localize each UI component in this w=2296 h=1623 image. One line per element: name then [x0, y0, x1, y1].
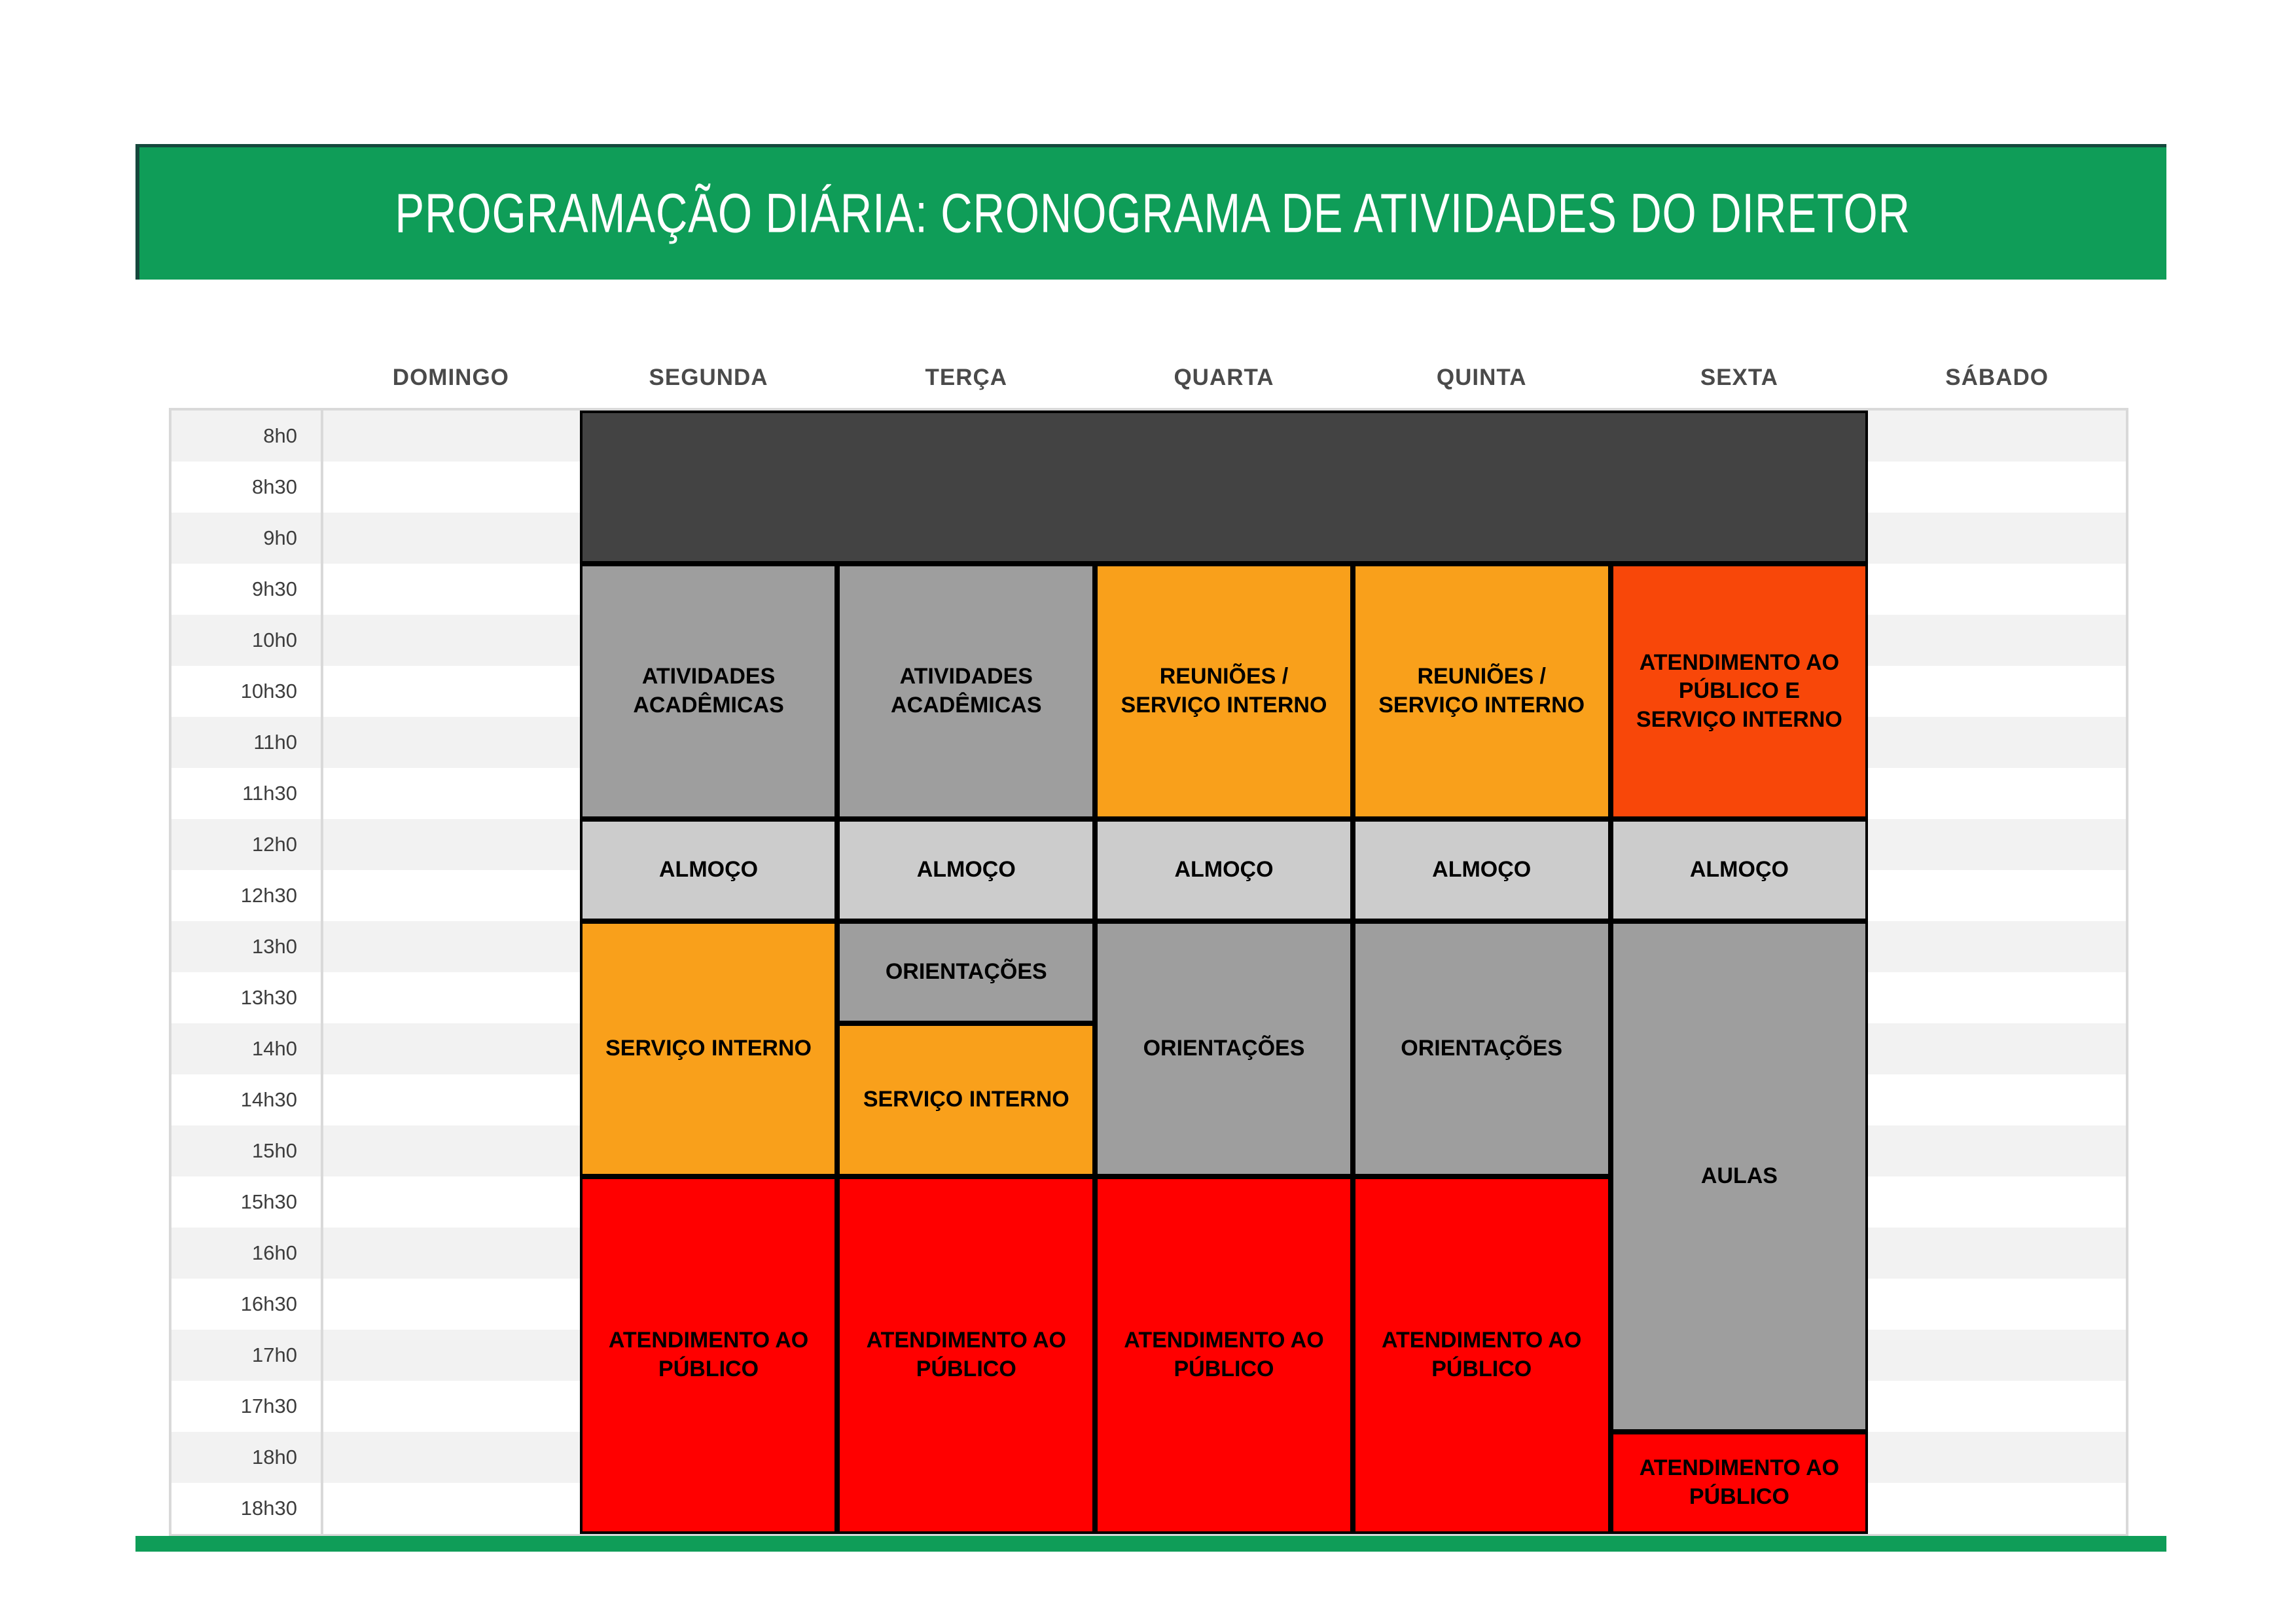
block-aulas-sexta: AULAS [1610, 921, 1869, 1432]
block-label: ALMOÇO [1174, 857, 1274, 883]
time-label-11h30: 11h30 [242, 782, 297, 805]
block-reunioes-servico-interno-quarta: REUNIÕES / SERVIÇO INTERNO [1095, 564, 1353, 819]
time-label-11h0: 11h0 [253, 731, 297, 754]
block-label: ATIVIDADES ACADÊMICAS [633, 664, 784, 718]
block-almoco-quinta: ALMOÇO [1352, 819, 1611, 921]
block-label: ALMOÇO [1432, 857, 1532, 883]
block-atendimento-ao-publico-terça: ATENDIMENTO AO PÚBLICO [837, 1176, 1096, 1534]
time-label-18h30: 18h30 [240, 1497, 297, 1520]
time-label-17h0: 17h0 [252, 1343, 297, 1366]
block-label: ATENDIMENTO AO PÚBLICO [866, 1328, 1066, 1381]
block-label: ATENDIMENTO AO PÚBLICO [1382, 1328, 1582, 1381]
time-label-14h0: 14h0 [252, 1037, 297, 1060]
time-label-15h30: 15h30 [240, 1190, 297, 1213]
block-label: REUNIÕES / SERVIÇO INTERNO [1378, 664, 1585, 718]
time-label-12h30: 12h30 [240, 884, 297, 907]
block-atendimento-ao-publico-e-servico-interno-sexta: ATENDIMENTO AO PÚBLICO E SERVIÇO INTERNO [1610, 564, 1869, 819]
day-header-quarta: QUARTA [1174, 365, 1274, 390]
time-label-9h30: 9h30 [252, 577, 297, 600]
day-header-quinta: QUINTA [1436, 365, 1527, 390]
block-label: ORIENTAÇÕES [885, 959, 1047, 985]
bottom-accent-bar [135, 1536, 2166, 1552]
block-atendimento-ao-publico-sexta: ATENDIMENTO AO PÚBLICO [1610, 1432, 1869, 1534]
block-label: ALMOÇO [916, 857, 1016, 883]
block-label: SERVIÇO INTERNO [605, 1036, 812, 1061]
schedule-grid: 8h0 8h30 9h0 9h30 10h0 10h30 11h0 11h30 12h0 12h3… [169, 408, 2128, 1537]
day-header-sábado: SÁBADO [1945, 365, 2049, 390]
block-almoco-segunda: ALMOÇO [579, 819, 838, 921]
block-atividades-academicas-terça: ATIVIDADES ACADÊMICAS [837, 564, 1096, 819]
time-label-16h30: 16h30 [240, 1292, 297, 1315]
day-header-domingo: DOMINGO [392, 365, 509, 390]
time-label-8h30: 8h30 [252, 475, 297, 498]
time-label-13h30: 13h30 [240, 986, 297, 1009]
page-title: PROGRAMAÇÃO DIÁRIA: CRONOGRAMA DE ATIVID… [139, 182, 2166, 246]
block-label: SERVIÇO INTERNO [863, 1087, 1069, 1112]
block-servico-interno-terça: SERVIÇO INTERNO [837, 1023, 1096, 1176]
title-bar: PROGRAMAÇÃO DIÁRIA: CRONOGRAMA DE ATIVID… [135, 144, 2166, 280]
block-label: ATENDIMENTO AO PÚBLICO [608, 1328, 809, 1381]
time-label-9h0: 9h0 [263, 526, 297, 549]
block-label: ALMOÇO [659, 857, 759, 883]
time-label-15h0: 15h0 [252, 1139, 297, 1162]
block-blocked-segunda [579, 410, 1869, 564]
time-label-10h30: 10h30 [240, 680, 297, 702]
block-servico-interno-segunda: SERVIÇO INTERNO [579, 921, 838, 1176]
day-header-terça: TERÇA [925, 365, 1008, 390]
block-atendimento-ao-publico-quarta: ATENDIMENTO AO PÚBLICO [1095, 1176, 1353, 1534]
block-orientacoes-quinta: ORIENTAÇÕES [1352, 921, 1611, 1176]
block-almoco-terça: ALMOÇO [837, 819, 1096, 921]
time-label-16h0: 16h0 [252, 1241, 297, 1264]
block-almoco-sexta: ALMOÇO [1610, 819, 1869, 921]
block-label: ORIENTAÇÕES [1143, 1036, 1305, 1061]
time-label-17h30: 17h30 [240, 1395, 297, 1417]
time-label-12h0: 12h0 [252, 833, 297, 856]
block-label: ATENDIMENTO AO PÚBLICO E SERVIÇO INTERNO [1636, 649, 1842, 732]
page-title-text: PROGRAMAÇÃO DIÁRIA: CRONOGRAMA DE ATIVID… [395, 182, 1911, 244]
block-atividades-academicas-segunda: ATIVIDADES ACADÊMICAS [579, 564, 838, 819]
time-column-divider [321, 410, 323, 1534]
time-label-10h0: 10h0 [252, 629, 297, 651]
block-almoco-quarta: ALMOÇO [1095, 819, 1353, 921]
day-header-segunda: SEGUNDA [649, 365, 768, 390]
time-label-18h0: 18h0 [252, 1446, 297, 1468]
block-atendimento-ao-publico-quinta: ATENDIMENTO AO PÚBLICO [1352, 1176, 1611, 1534]
block-label: ATENDIMENTO AO PÚBLICO [1124, 1328, 1324, 1381]
block-label: ATENDIMENTO AO PÚBLICO [1639, 1455, 1840, 1509]
block-label: AULAS [1700, 1163, 1778, 1189]
time-label-8h0: 8h0 [263, 424, 297, 447]
block-orientacoes-terça: ORIENTAÇÕES [837, 921, 1096, 1023]
block-label: ALMOÇO [1689, 857, 1789, 883]
block-label: REUNIÕES / SERVIÇO INTERNO [1121, 664, 1327, 718]
time-label-14h30: 14h30 [240, 1088, 297, 1111]
block-reunioes-servico-interno-quinta: REUNIÕES / SERVIÇO INTERNO [1352, 564, 1611, 819]
time-label-13h0: 13h0 [252, 935, 297, 958]
day-header-sexta: SEXTA [1700, 365, 1778, 390]
block-label: ATIVIDADES ACADÊMICAS [891, 664, 1042, 718]
block-atendimento-ao-publico-segunda: ATENDIMENTO AO PÚBLICO [579, 1176, 838, 1534]
block-label: ORIENTAÇÕES [1401, 1036, 1563, 1061]
block-orientacoes-quarta: ORIENTAÇÕES [1095, 921, 1353, 1176]
